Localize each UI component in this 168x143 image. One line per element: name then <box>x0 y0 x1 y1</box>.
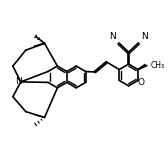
Text: CH₃: CH₃ <box>151 61 165 70</box>
Text: N: N <box>141 32 148 41</box>
Text: N: N <box>15 77 22 86</box>
Text: O: O <box>137 78 144 87</box>
Text: N: N <box>110 32 116 41</box>
